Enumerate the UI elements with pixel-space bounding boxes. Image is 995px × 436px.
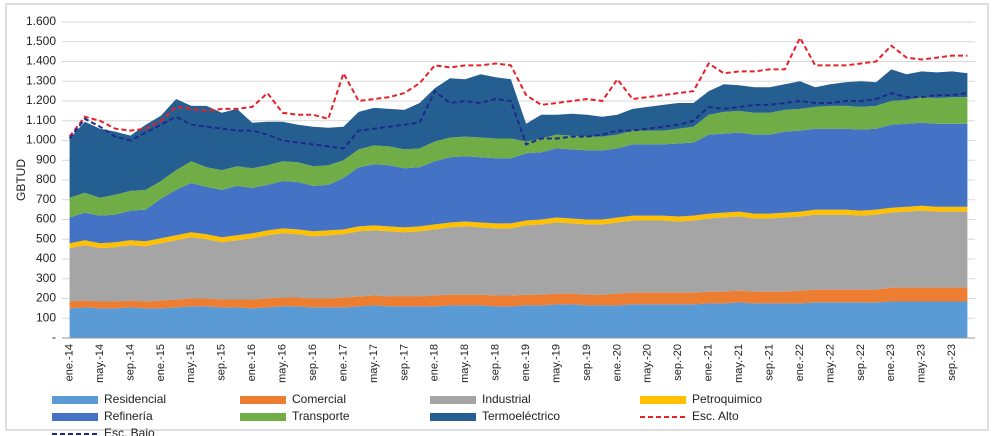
x-tick-label: ene.-22 bbox=[794, 344, 806, 381]
y-tick-label: 1.200 bbox=[26, 93, 56, 107]
area bbox=[69, 210, 968, 302]
x-tick-label: sep.-17 bbox=[398, 344, 410, 381]
legend-label: Refinería bbox=[104, 409, 153, 423]
x-tick-label: sep.-20 bbox=[672, 344, 684, 381]
y-tick-label: 500 bbox=[36, 231, 56, 245]
area bbox=[69, 69, 968, 198]
line bbox=[68, 89, 968, 150]
x-tick-label: may.-19 bbox=[550, 344, 562, 383]
y-tick-label: 1.100 bbox=[26, 113, 56, 127]
x-tick-label: sep.-14 bbox=[124, 344, 136, 381]
legend-label: Comercial bbox=[292, 392, 346, 406]
x-tick-label: sep.-22 bbox=[855, 344, 867, 381]
x-tick-label: may.-23 bbox=[916, 344, 928, 383]
x-tick-label: sep.-15 bbox=[216, 344, 228, 381]
area bbox=[69, 97, 968, 218]
x-tick-label: may.-22 bbox=[824, 344, 836, 383]
x-tick-label: sep.-16 bbox=[307, 344, 319, 381]
y-tick-label: 1.300 bbox=[26, 73, 56, 87]
y-tick-label: 1.000 bbox=[26, 133, 56, 147]
x-tick-label: may.-15 bbox=[185, 344, 197, 383]
y-tick-label: 1.600 bbox=[26, 14, 56, 28]
legend-label: Esc. Alto bbox=[692, 409, 739, 423]
x-tick-label: ene.-17 bbox=[337, 344, 349, 381]
area bbox=[69, 205, 968, 249]
area bbox=[69, 301, 968, 338]
x-tick-label: may.-16 bbox=[277, 344, 289, 383]
legend-label: Transporte bbox=[292, 409, 350, 423]
legend-label: Residencial bbox=[104, 392, 166, 406]
x-tick-label: ene.-19 bbox=[520, 344, 532, 381]
x-tick-label: ene.-23 bbox=[885, 344, 897, 381]
y-tick-label: 1.500 bbox=[26, 34, 56, 48]
y-tick-label: 1.400 bbox=[26, 54, 56, 68]
x-tick-label: ene.-14 bbox=[64, 344, 76, 381]
y-tick-label: - bbox=[52, 330, 56, 344]
legend-swatch bbox=[430, 396, 476, 404]
legend-label: Industrial bbox=[482, 392, 531, 406]
legend-label: Termoeléctrico bbox=[482, 409, 560, 423]
y-tick-label: 200 bbox=[36, 291, 56, 305]
x-tick-label: sep.-18 bbox=[490, 344, 502, 381]
legend-swatch bbox=[240, 413, 286, 421]
y-tick-label: 700 bbox=[36, 192, 56, 206]
x-tick-label: sep.-19 bbox=[581, 344, 593, 381]
x-tick-label: ene.-15 bbox=[155, 344, 167, 381]
legend-swatch bbox=[52, 396, 98, 404]
x-tick-label: sep.-23 bbox=[946, 344, 958, 381]
x-tick-label: ene.-16 bbox=[246, 344, 258, 381]
y-tick-label: 100 bbox=[36, 310, 56, 324]
area bbox=[69, 287, 968, 309]
x-tick-label: sep.-21 bbox=[764, 344, 776, 381]
line bbox=[68, 35, 968, 138]
legend-swatch bbox=[640, 396, 686, 404]
legend-swatch bbox=[52, 413, 98, 421]
x-tick-label: may.-18 bbox=[459, 344, 471, 383]
x-tick-label: may.-21 bbox=[733, 344, 745, 383]
x-tick-label: ene.-18 bbox=[429, 344, 441, 381]
x-tick-label: may.-14 bbox=[94, 344, 106, 383]
y-tick-label: 900 bbox=[36, 152, 56, 166]
y-tick-label: 800 bbox=[36, 172, 56, 186]
y-axis-label: GBTUD bbox=[14, 159, 28, 201]
x-tick-label: ene.-21 bbox=[703, 344, 715, 381]
x-tick-label: ene.-20 bbox=[611, 344, 623, 381]
y-tick-label: 300 bbox=[36, 271, 56, 285]
x-tick-label: may.-20 bbox=[642, 344, 654, 383]
legend-swatch bbox=[430, 413, 476, 421]
legend-label: Petroquimico bbox=[692, 392, 762, 406]
x-tick-label: may.-17 bbox=[368, 344, 380, 383]
y-tick-label: 600 bbox=[36, 212, 56, 226]
y-tick-label: 400 bbox=[36, 251, 56, 265]
legend-swatch bbox=[240, 396, 286, 404]
area bbox=[69, 122, 968, 244]
legend-label: Esc. Bajo bbox=[104, 426, 155, 436]
